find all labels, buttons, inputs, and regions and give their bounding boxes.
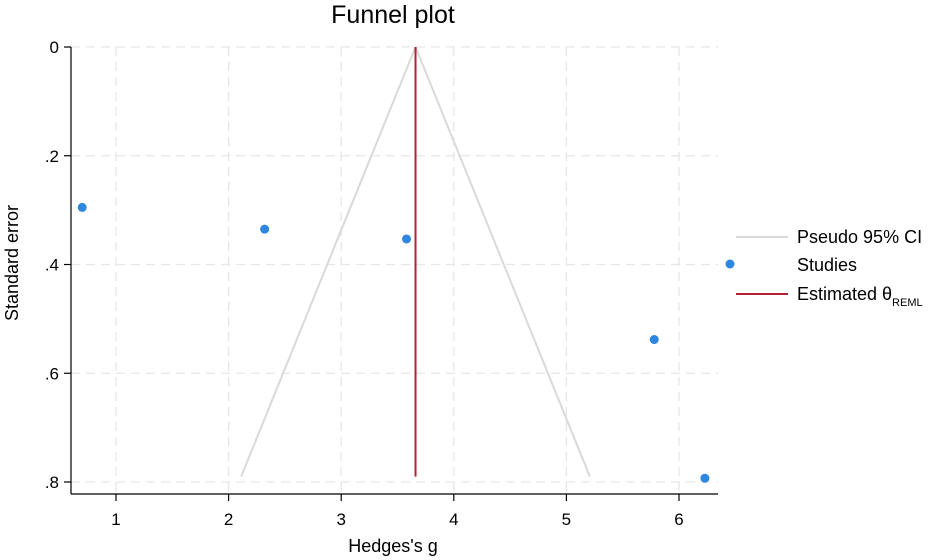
y-tick-label: .8 <box>45 473 59 492</box>
legend-studies-swatch <box>725 259 735 269</box>
study-point <box>77 202 87 212</box>
legend-estimate-subscript: REML <box>892 297 923 309</box>
funnel-right-line <box>414 46 591 477</box>
legend: Pseudo 95% CI Studies Estimated θREML <box>725 227 923 309</box>
x-tick-label: 5 <box>562 510 571 529</box>
funnel-left-line <box>240 46 417 477</box>
study-point <box>260 224 270 234</box>
y-tick-label: .2 <box>45 147 59 166</box>
legend-estimate-name: Estimated θ <box>797 284 892 304</box>
x-tick-label: 2 <box>224 510 233 529</box>
y-tick-label: .6 <box>45 364 59 383</box>
legend-estimate-label: Estimated θREML <box>797 284 923 309</box>
grid-lines <box>71 46 718 494</box>
y-axis-title: Standard error <box>2 205 22 321</box>
x-axis-title: Hedges's g <box>348 536 438 556</box>
study-point <box>700 473 710 483</box>
x-tick-label: 1 <box>111 510 120 529</box>
legend-studies-label: Studies <box>797 255 857 275</box>
y-tick-label: 0 <box>50 38 59 57</box>
legend-funnel-label: Pseudo 95% CI <box>797 227 922 247</box>
funnel-lines <box>240 46 591 477</box>
x-tick-label: 6 <box>674 510 683 529</box>
axes: 1 2 3 4 5 6 0 .2 .4 .6 .8 <box>45 38 718 529</box>
x-tick-label: 3 <box>336 510 345 529</box>
x-tick-label: 4 <box>449 510 458 529</box>
y-tick-label: .4 <box>45 256 59 275</box>
chart-title: Funnel plot <box>331 1 455 29</box>
data-points <box>77 202 710 483</box>
study-point <box>649 335 659 345</box>
study-point <box>402 234 412 244</box>
